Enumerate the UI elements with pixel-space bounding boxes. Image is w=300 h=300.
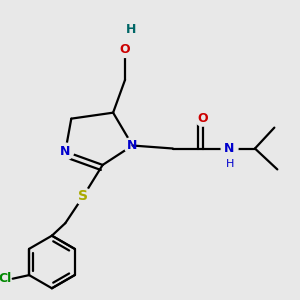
Text: N: N bbox=[60, 145, 70, 158]
Text: H: H bbox=[126, 22, 136, 36]
Circle shape bbox=[195, 111, 210, 126]
Text: O: O bbox=[120, 44, 130, 56]
Circle shape bbox=[75, 188, 92, 205]
Text: N: N bbox=[224, 142, 235, 155]
Circle shape bbox=[221, 140, 238, 157]
Circle shape bbox=[124, 137, 141, 154]
Circle shape bbox=[57, 143, 74, 160]
Text: S: S bbox=[78, 189, 88, 203]
Text: N: N bbox=[127, 139, 138, 152]
Text: H: H bbox=[226, 159, 234, 169]
Text: O: O bbox=[197, 112, 208, 125]
Text: Cl: Cl bbox=[0, 272, 12, 285]
Circle shape bbox=[118, 43, 133, 57]
